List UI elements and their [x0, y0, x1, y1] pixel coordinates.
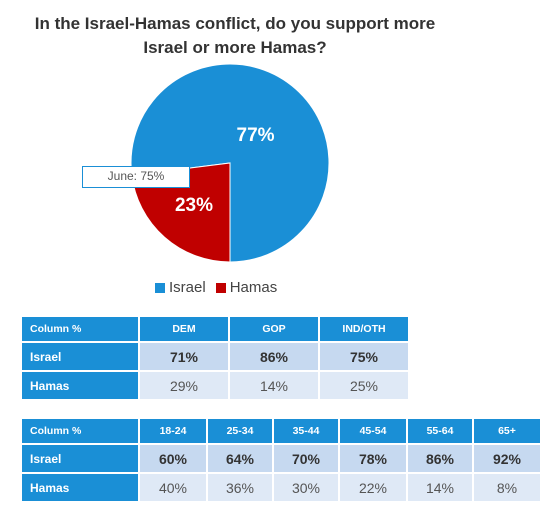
- party-header-column-pct: Column %: [22, 317, 138, 341]
- age-cell: 78%: [340, 445, 406, 472]
- age-crosstab: Column % 18-24 25-34 35-44 45-54 55-64 6…: [20, 417, 542, 503]
- age-header-column-pct: Column %: [22, 419, 138, 443]
- party-header-row: Column % DEM GOP IND/OTH: [22, 317, 408, 341]
- legend: Israel Hamas: [155, 279, 277, 296]
- age-cell: 30%: [274, 474, 338, 501]
- party-crosstab: Column % DEM GOP IND/OTH Israel 71% 86% …: [20, 315, 410, 401]
- chart-title: In the Israel-Hamas conflict, do you sup…: [0, 12, 470, 60]
- age-cell: 14%: [408, 474, 472, 501]
- age-row-israel: Israel 60% 64% 70% 78% 86% 92%: [22, 445, 540, 472]
- party-cell: 25%: [320, 372, 408, 399]
- age-cell: 64%: [208, 445, 272, 472]
- age-header-55-64: 55-64: [408, 419, 472, 443]
- party-row-label: Hamas: [22, 372, 138, 399]
- age-cell: 8%: [474, 474, 540, 501]
- age-header-row: Column % 18-24 25-34 35-44 45-54 55-64 6…: [22, 419, 540, 443]
- pie-label-israel: 77%: [237, 125, 275, 146]
- party-row-israel: Israel 71% 86% 75%: [22, 343, 408, 370]
- legend-label-hamas: Hamas: [229, 279, 278, 296]
- age-row-label: Hamas: [22, 474, 138, 501]
- pie-chart: 77% 23%: [130, 63, 330, 263]
- party-row-hamas: Hamas 29% 14% 25%: [22, 372, 408, 399]
- age-header-18-24: 18-24: [140, 419, 206, 443]
- party-row-label: Israel: [22, 343, 138, 370]
- age-cell: 22%: [340, 474, 406, 501]
- june-annotation: June: 75%: [82, 166, 190, 188]
- age-cell: 60%: [140, 445, 206, 472]
- age-row-label: Israel: [22, 445, 138, 472]
- party-cell: 14%: [230, 372, 318, 399]
- party-cell: 86%: [230, 343, 318, 370]
- party-cell: 75%: [320, 343, 408, 370]
- legend-swatch-hamas: [215, 282, 226, 293]
- age-header-25-34: 25-34: [208, 419, 272, 443]
- age-cell: 86%: [408, 445, 472, 472]
- party-header-ind-oth: IND/OTH: [320, 317, 408, 341]
- age-cell: 70%: [274, 445, 338, 472]
- age-row-hamas: Hamas 40% 36% 30% 22% 14% 8%: [22, 474, 540, 501]
- chart-title-line-2: Israel or more Hamas?: [143, 38, 327, 57]
- party-cell: 29%: [140, 372, 228, 399]
- chart-title-line-1: In the Israel-Hamas conflict, do you sup…: [34, 14, 436, 33]
- legend-label-israel: Israel: [169, 279, 206, 296]
- age-cell: 92%: [474, 445, 540, 472]
- party-header-gop: GOP: [230, 317, 318, 341]
- legend-swatch-israel: [155, 282, 165, 293]
- age-cell: 40%: [140, 474, 206, 501]
- legend-item-hamas: Hamas: [215, 279, 278, 296]
- age-header-35-44: 35-44: [274, 419, 338, 443]
- pie-label-hamas: 23%: [175, 195, 213, 216]
- age-header-65-plus: 65+: [474, 419, 540, 443]
- party-header-dem: DEM: [140, 317, 228, 341]
- age-header-45-54: 45-54: [340, 419, 406, 443]
- legend-item-israel: Israel: [155, 279, 206, 296]
- party-cell: 71%: [140, 343, 228, 370]
- age-cell: 36%: [208, 474, 272, 501]
